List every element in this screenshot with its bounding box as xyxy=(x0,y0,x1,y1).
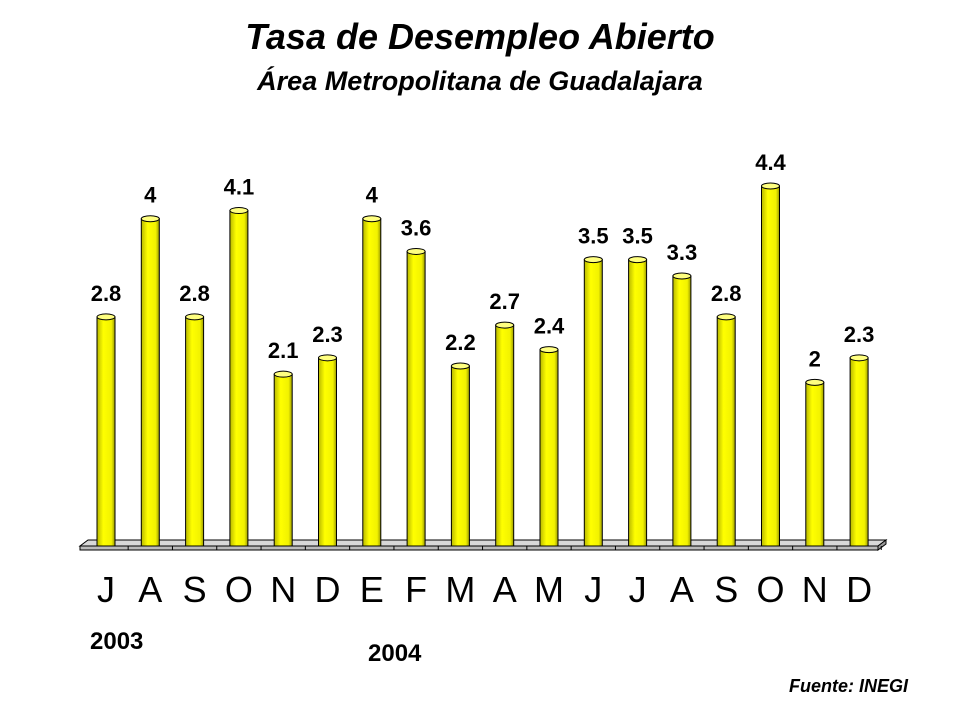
x-tick-label: A xyxy=(493,569,517,610)
bar-value-label: 2.4 xyxy=(534,314,565,339)
bar-value-label: 2 xyxy=(809,346,821,371)
x-tick-label: A xyxy=(670,569,694,610)
x-tick-label: O xyxy=(225,569,253,610)
bar xyxy=(450,365,470,547)
bar-value-label: 4 xyxy=(366,183,379,208)
bar-cap xyxy=(539,346,559,354)
x-tick-label: J xyxy=(584,569,602,610)
bar xyxy=(273,373,293,547)
bar xyxy=(672,275,692,547)
bar-value-label: 4.4 xyxy=(755,150,786,175)
bar xyxy=(805,381,825,547)
x-tick-label: S xyxy=(183,569,207,610)
x-tick-label: O xyxy=(756,569,784,610)
bar-cap xyxy=(185,313,205,321)
x-tick-label: E xyxy=(360,569,384,610)
bar-value-label: 3.5 xyxy=(578,224,609,249)
year-label-2003: 2003 xyxy=(90,628,144,655)
bar-cap xyxy=(96,313,116,321)
bar xyxy=(140,218,160,547)
bar-cap xyxy=(140,215,160,223)
bar-value-label: 4.1 xyxy=(224,175,255,200)
bar-cap xyxy=(672,272,692,280)
bar-cap xyxy=(761,182,780,190)
bar xyxy=(96,316,116,547)
bar-cap xyxy=(273,370,293,378)
bar xyxy=(849,357,869,547)
bar-cap xyxy=(362,215,382,223)
bar-cap xyxy=(450,362,470,370)
x-tick-label: M xyxy=(534,569,564,610)
bar-value-label: 3.3 xyxy=(667,240,698,265)
bar-value-label: 2.1 xyxy=(268,338,299,363)
chart-title: Tasa de Desempleo Abierto xyxy=(245,16,715,57)
bar-value-label: 3.6 xyxy=(401,215,432,240)
bar-value-label: 2.8 xyxy=(179,281,210,306)
source-note: Fuente: INEGI xyxy=(788,676,908,696)
bar xyxy=(406,250,426,547)
bar-value-label: 2.3 xyxy=(312,322,343,347)
bar-cap xyxy=(229,207,249,215)
x-tick-label: A xyxy=(138,569,162,610)
x-tick-label: N xyxy=(802,569,828,610)
bar xyxy=(185,316,205,547)
bar-value-label: 2.7 xyxy=(489,289,520,314)
bar-cap xyxy=(318,354,337,362)
bar xyxy=(761,185,780,547)
bar xyxy=(539,349,559,547)
bar-value-label: 2.8 xyxy=(711,281,742,306)
bar-value-label: 3.5 xyxy=(622,224,653,249)
chart-floor-front xyxy=(79,545,879,551)
year-label-2004: 2004 xyxy=(368,640,422,667)
chart-subtitle: Área Metropolitana de Guadalajara xyxy=(257,66,703,96)
x-tick-label: D xyxy=(315,569,341,610)
bar xyxy=(583,259,603,547)
bar xyxy=(362,218,382,547)
bar-cap xyxy=(805,378,825,386)
x-tick-label: N xyxy=(270,569,296,610)
x-tick-label: F xyxy=(405,569,427,610)
x-tick-label: J xyxy=(97,569,115,610)
bar-cap xyxy=(716,313,736,321)
bar-value-label: 4 xyxy=(144,183,157,208)
chart-floor-side xyxy=(877,539,887,551)
x-tick-label: S xyxy=(714,569,738,610)
x-tick-label: J xyxy=(629,569,647,610)
bar-cap xyxy=(406,247,426,255)
bar xyxy=(716,316,736,547)
x-tick-label: M xyxy=(445,569,475,610)
bar xyxy=(495,324,515,547)
x-tick-label: D xyxy=(846,569,872,610)
bar-value-label: 2.2 xyxy=(445,330,476,355)
bar xyxy=(318,357,337,547)
bar-value-label: 2.8 xyxy=(91,281,122,306)
bar-cap xyxy=(583,256,603,264)
bar-value-label: 2.3 xyxy=(844,322,875,347)
bar xyxy=(628,259,648,547)
bar xyxy=(229,210,249,547)
bar-cap xyxy=(628,256,648,264)
bar-cap xyxy=(495,321,515,329)
bar-cap xyxy=(849,354,869,362)
